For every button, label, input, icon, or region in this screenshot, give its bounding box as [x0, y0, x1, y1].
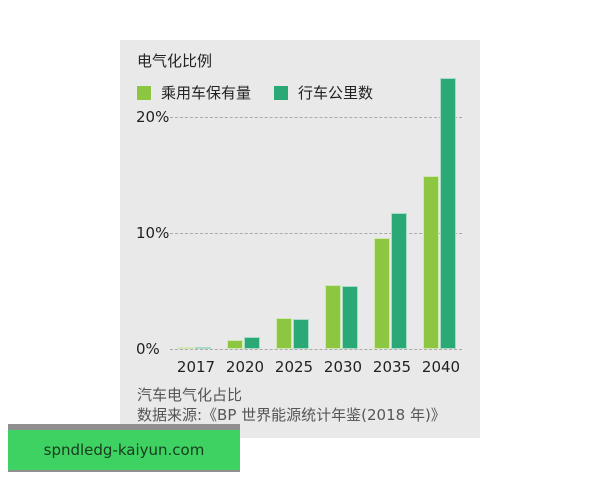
bar-2035-series2: [391, 213, 407, 349]
legend-label: 乘用车保有量: [161, 84, 252, 102]
bar-2017-series2: [195, 346, 211, 349]
bar-2017-series1: [178, 346, 194, 349]
x-tick: 2030: [323, 358, 363, 376]
bar-2020-series1: [227, 339, 243, 349]
legend-swatch-dark-green: [274, 85, 288, 100]
bar-2040-series1: [423, 176, 439, 349]
x-tick: 2017: [176, 358, 216, 376]
bar-2025-series1: [276, 317, 292, 349]
caption-title: 汽车电气化占比: [137, 386, 243, 404]
y-tick-10: 10%: [136, 224, 170, 242]
legend-item-series1: 乘用车保有量: [137, 82, 251, 103]
legend-label: 行车公里数: [298, 84, 374, 102]
gridline-0: [170, 349, 462, 350]
x-tick: 2035: [372, 358, 412, 376]
watermark-banner[interactable]: spndledg-kaiyun.com: [8, 430, 240, 470]
chart-title: 电气化比例: [137, 52, 213, 70]
watermark-text[interactable]: spndledg-kaiyun.com: [43, 441, 205, 459]
bar-2030-series1: [325, 285, 341, 349]
x-tick: 2020: [225, 358, 265, 376]
caption-source: 数据来源:《BP 世界能源统计年鉴(2018 年)》: [137, 406, 446, 424]
bar-2025-series2: [293, 318, 309, 349]
gridline-10: [170, 233, 462, 234]
y-tick-20: 20%: [136, 108, 170, 126]
legend-swatch-light-green: [137, 85, 151, 100]
chart-panel: [120, 40, 480, 438]
x-tick: 2040: [421, 358, 461, 376]
gridline-20: [170, 117, 462, 118]
y-tick-0: 0%: [136, 340, 160, 358]
bar-2030-series2: [342, 286, 358, 349]
bar-2020-series2: [244, 337, 260, 349]
legend-item-series2: 行车公里数: [274, 82, 373, 103]
bar-2040-series2: [440, 77, 456, 349]
bar-2035-series1: [374, 237, 390, 349]
x-tick: 2025: [274, 358, 314, 376]
